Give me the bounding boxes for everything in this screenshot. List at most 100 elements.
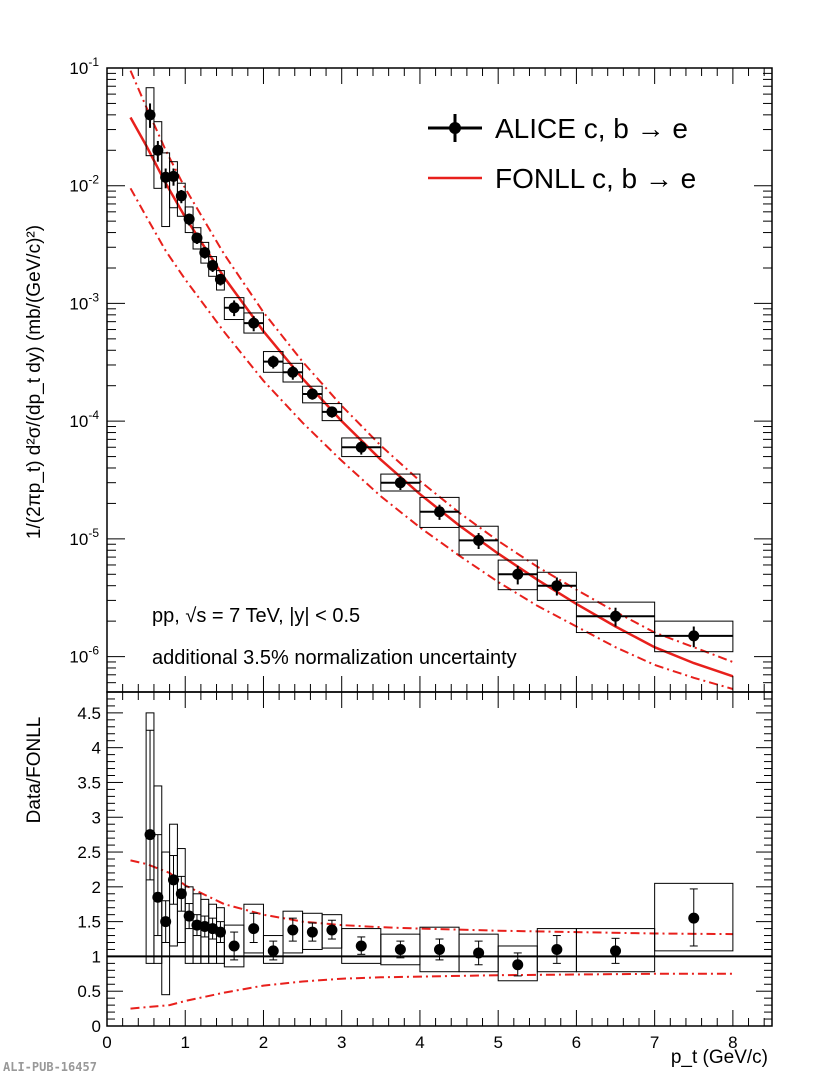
ratio-marker: [355, 940, 367, 952]
data-marker: [434, 506, 445, 518]
data-point: [458, 525, 499, 556]
ratio-marker: [214, 926, 226, 938]
ratio-point: [654, 882, 734, 952]
x-tick-label: 6: [572, 1033, 581, 1052]
systematic-box: [575, 601, 656, 634]
data-marker: [688, 630, 700, 642]
collision-system-label: pp, √s = 7 TeV, |y| < 0.5: [152, 605, 360, 627]
ratio-marker: [306, 926, 318, 938]
legend-entry-alice: ALICE c, b → e: [428, 113, 688, 144]
data-marker: [144, 109, 156, 121]
legend-label-alice: ALICE c, b → e: [495, 113, 688, 144]
x-tick-label: 4: [415, 1033, 424, 1052]
spectrum-plot-area: [129, 70, 734, 690]
y-tick-label: 0.5: [77, 982, 101, 1001]
data-marker: [394, 477, 406, 489]
ratio-marker: [287, 924, 299, 936]
ratio-marker: [248, 923, 260, 935]
ratio-marker: [152, 891, 164, 903]
systematic-box: [176, 182, 186, 217]
x-tick-label: 3: [337, 1033, 346, 1052]
y-tick-label: 10-1: [69, 55, 99, 78]
ratio-point: [183, 886, 195, 964]
data-point: [419, 496, 460, 528]
data-point: [199, 241, 211, 264]
legend-label-fonll: FONLL c, b → e: [495, 163, 696, 194]
y-tick-label: 10-2: [69, 173, 99, 196]
spectrum-y-axis-title: 1/(2πp_t) d²σ/(dp_t dy) (mb/(GeV/c)²): [24, 225, 45, 539]
data-marker: [355, 441, 367, 453]
data-marker: [199, 247, 211, 259]
data-point: [302, 385, 323, 404]
data-marker: [228, 302, 240, 314]
data-point: [380, 473, 421, 492]
ratio-marker: [267, 945, 279, 957]
data-point: [183, 206, 195, 234]
x-axis-title: p_t (GeV/c): [671, 1047, 768, 1068]
ratio-axes: 0 0.5 1 1.5 2 2.5 3 3.5 4 4.5 0 1 2 3 4 5 6 7 8: [77, 691, 772, 1052]
ratio-plot-area: [107, 712, 772, 1010]
systematic-box: [654, 882, 734, 952]
y-tick-label: 10-3: [69, 290, 99, 313]
data-marker: [512, 568, 524, 580]
ratio-marker: [610, 945, 622, 957]
spectrum-axes: 10-1 10-2 10-3 10-4 10-5 10-6: [69, 55, 772, 693]
normalization-note: additional 3.5% normalization uncertaint…: [152, 647, 517, 669]
y-tick-label: 1.5: [77, 913, 101, 932]
ratio-marker: [512, 959, 524, 971]
data-marker: [175, 190, 187, 202]
fonll-upper-curve: [129, 70, 734, 663]
legend: ALICE c, b → e FONLL c, b → e: [428, 113, 696, 194]
data-marker: [152, 144, 164, 156]
ratio-marker: [326, 924, 338, 936]
ratio-marker: [160, 916, 172, 928]
fonll-lower-curve: [129, 187, 734, 690]
data-marker: [326, 406, 338, 418]
data-point: [191, 227, 203, 250]
watermark: ALI-PUB-16457: [3, 1060, 97, 1074]
x-tick-label: 7: [650, 1033, 659, 1052]
systematic-box: [243, 903, 264, 954]
ratio-panel: 0 0.5 1 1.5 2 2.5 3 3.5 4 4.5 0 1 2 3 4 5 6 7 8 Data/FONLL…: [24, 691, 773, 1068]
ratio-marker: [168, 874, 179, 886]
data-point: [282, 362, 304, 383]
data-point: [214, 270, 226, 291]
data-marker: [551, 580, 563, 592]
y-tick-label: 2: [92, 878, 101, 897]
x-tick-label: 8: [728, 1033, 737, 1052]
y-tick-label: 3.5: [77, 773, 101, 792]
x-tick-label: 1: [181, 1033, 190, 1052]
ratio-point: [536, 928, 577, 973]
ratio-marker: [394, 943, 406, 955]
x-tick-label: 2: [259, 1033, 268, 1052]
data-point: [243, 312, 264, 334]
data-point: [262, 351, 284, 373]
y-tick-label: 10-4: [69, 408, 99, 431]
data-marker: [168, 170, 179, 182]
ratio-marker: [183, 910, 195, 922]
ratio-marker: [551, 943, 563, 955]
y-tick-label: 10-6: [69, 644, 99, 667]
data-marker: [267, 356, 279, 368]
y-tick-label: 1: [92, 947, 101, 966]
data-marker: [248, 317, 260, 329]
ratio-lower-band: [130, 972, 733, 1010]
data-point: [341, 437, 382, 458]
spectrum-panel: 10-1 10-2 10-3 10-4 10-5 10-6 1/(2πp_t) d²σ/(…: [24, 55, 773, 693]
data-point: [575, 601, 656, 634]
ratio-marker: [144, 829, 156, 841]
ratio-point: [243, 903, 264, 954]
data-point: [223, 297, 245, 321]
data-point: [321, 403, 343, 422]
y-tick-label: 0: [92, 1017, 101, 1036]
ratio-marker: [434, 943, 445, 955]
y-tick-label: 4.5: [77, 704, 101, 723]
data-marker: [191, 232, 203, 244]
data-point: [152, 121, 164, 189]
data-marker: [287, 366, 299, 378]
ratio-point: [214, 907, 226, 964]
y-tick-label: 2.5: [77, 843, 101, 862]
ratio-marker: [228, 940, 240, 952]
data-point: [536, 571, 577, 601]
